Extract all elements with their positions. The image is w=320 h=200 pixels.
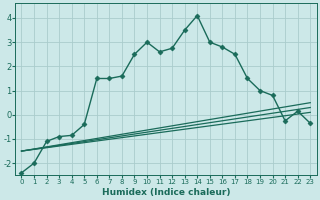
X-axis label: Humidex (Indice chaleur): Humidex (Indice chaleur)	[102, 188, 230, 197]
